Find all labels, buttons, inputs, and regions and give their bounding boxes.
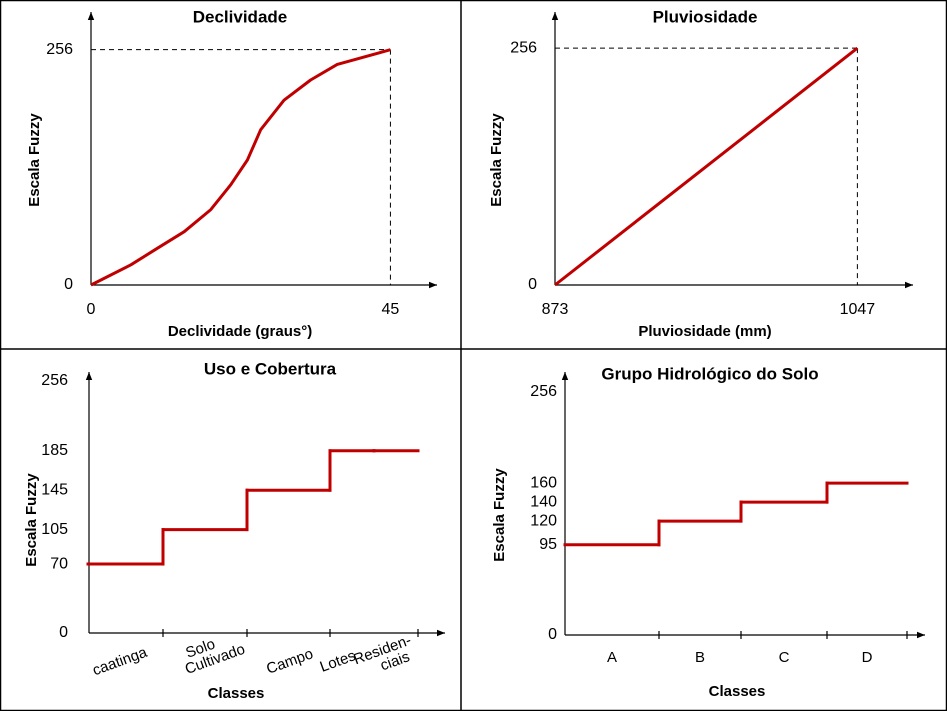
y-tick-label: 256 xyxy=(41,372,68,389)
y-tick-label: 0 xyxy=(528,276,537,293)
x-tick-label: 873 xyxy=(542,301,569,318)
data-line xyxy=(90,48,391,287)
x-tick-label: Residen-ciais xyxy=(351,632,418,683)
chart-title: Declividade xyxy=(193,7,288,26)
x-axis-label: Classes xyxy=(208,685,265,702)
y-tick-label: 120 xyxy=(530,512,557,529)
x-tick-label-line: C xyxy=(779,649,790,666)
y-tick-label: 0 xyxy=(548,626,557,643)
x-tick-label: 45 xyxy=(382,301,400,318)
y-tick-label: 256 xyxy=(510,39,537,56)
x-tick-label: caatinga xyxy=(90,644,150,680)
x-tick-label: 0 xyxy=(87,301,96,318)
y-tick-label: 256 xyxy=(530,383,557,400)
y-tick-label: 0 xyxy=(64,276,73,293)
x-axis-label: Classes xyxy=(709,683,766,700)
y-tick-label: 0 xyxy=(59,624,68,641)
x-tick-label: D xyxy=(862,649,873,666)
y-tick-label: 105 xyxy=(41,521,68,538)
x-tick-label: Solo Cultivado xyxy=(178,627,248,678)
chart-title: Uso e Cobertura xyxy=(204,359,337,378)
x-tick-label: 1047 xyxy=(840,301,876,318)
x-axis-label: Declividade (graus°) xyxy=(168,323,312,340)
y-tick-label: 185 xyxy=(41,442,68,459)
y-axis-label: Escala Fuzzy xyxy=(23,473,40,567)
chart-title: Grupo Hidrológico do Solo xyxy=(601,364,818,383)
y-tick-label: 256 xyxy=(46,41,73,58)
x-tick-label: A xyxy=(607,649,617,666)
y-tick-label: 70 xyxy=(50,555,68,572)
x-tick-label-line: D xyxy=(862,649,873,666)
data-line xyxy=(554,46,859,287)
y-axis-label: Escala Fuzzy xyxy=(491,468,508,562)
x-tick-label: C xyxy=(779,649,790,666)
x-tick-label: B xyxy=(695,649,705,666)
x-tick-label-line: B xyxy=(695,649,705,666)
y-tick-label: 95 xyxy=(539,536,557,553)
y-tick-label: 160 xyxy=(530,474,557,491)
x-tick-label: Campo xyxy=(264,645,315,678)
x-tick-label-line: Campo xyxy=(264,645,315,678)
x-axis-label: Pluviosidade (mm) xyxy=(638,323,771,340)
y-axis-label: Escala Fuzzy xyxy=(488,113,505,207)
y-tick-label: 140 xyxy=(530,493,557,510)
chart-title: Pluviosidade xyxy=(653,7,758,26)
x-tick-label-line: caatinga xyxy=(90,644,150,680)
y-tick-label: 145 xyxy=(41,481,68,498)
y-axis-label: Escala Fuzzy xyxy=(26,113,43,207)
x-tick-label-line: A xyxy=(607,649,617,666)
